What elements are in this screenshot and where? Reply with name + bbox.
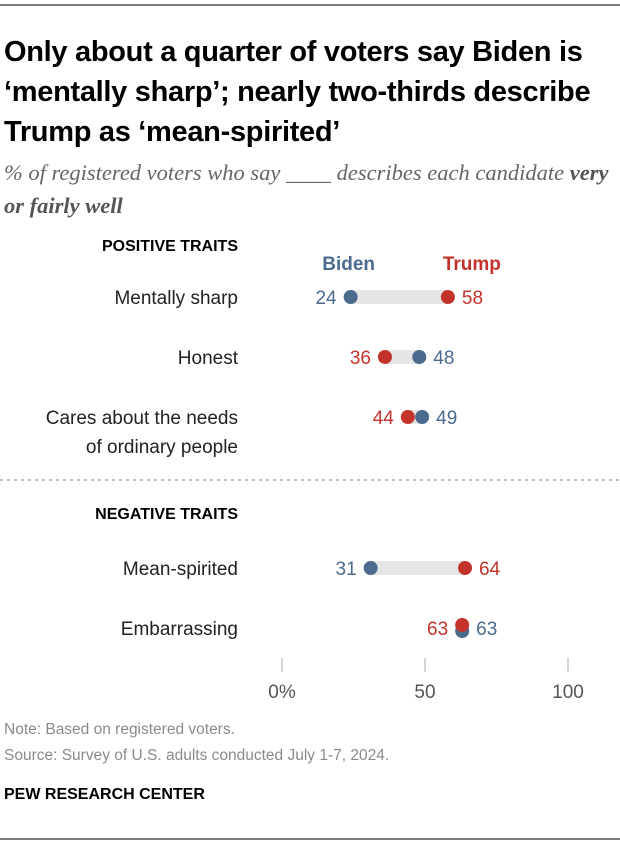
row-label: Embarrassing bbox=[121, 619, 238, 640]
source-text: Source: Survey of U.S. adults conducted … bbox=[4, 747, 390, 764]
trump-value-label: 44 bbox=[373, 408, 395, 429]
row-label: Cares about the needs bbox=[46, 408, 238, 429]
biden-value-label: 49 bbox=[436, 408, 457, 429]
biden-value-label: 48 bbox=[433, 348, 454, 369]
range-bar bbox=[350, 290, 448, 304]
x-tick-label: 100 bbox=[552, 682, 584, 703]
trump-value-label: 64 bbox=[479, 559, 501, 580]
trump-dot bbox=[440, 290, 455, 304]
range-bar bbox=[384, 350, 420, 364]
trump-value-label: 63 bbox=[427, 619, 448, 640]
biden-dot bbox=[415, 410, 430, 424]
range-bar bbox=[370, 561, 466, 575]
row-label: Mentally sharp bbox=[114, 288, 238, 309]
section-label: POSITIVE TRAITS bbox=[102, 238, 238, 255]
trump-value-label: 58 bbox=[462, 288, 483, 309]
section-label: NEGATIVE TRAITS bbox=[95, 506, 238, 523]
row-label: of ordinary people bbox=[86, 437, 238, 458]
bottom-rule bbox=[0, 838, 620, 840]
row-label: Honest bbox=[178, 348, 239, 369]
legend-biden: Biden bbox=[322, 254, 375, 275]
trump-dot bbox=[377, 350, 392, 364]
x-tick-label: 50 bbox=[414, 682, 435, 703]
brand-logo-text: PEW RESEARCH CENTER bbox=[4, 786, 205, 803]
biden-dot bbox=[363, 561, 378, 575]
trump-dot bbox=[400, 410, 415, 424]
note-text: Note: Based on registered voters. bbox=[4, 721, 235, 738]
chart-subtitle: % of registered voters who say ____ desc… bbox=[4, 156, 616, 222]
subtitle-plain: % of registered voters who say ____ desc… bbox=[4, 160, 570, 185]
top-rule bbox=[0, 4, 620, 6]
biden-value-label: 24 bbox=[315, 288, 337, 309]
biden-dot bbox=[343, 290, 358, 304]
biden-value-label: 63 bbox=[476, 619, 497, 640]
trump-dot bbox=[455, 618, 470, 632]
trump-value-label: 36 bbox=[350, 348, 371, 369]
legend-trump: Trump bbox=[443, 254, 501, 275]
biden-dot bbox=[412, 350, 427, 364]
chart-title: Only about a quarter of voters say Biden… bbox=[4, 36, 591, 148]
trump-dot bbox=[458, 561, 473, 575]
subtitle-bold: very or fairly well bbox=[4, 160, 609, 218]
x-tick-label: 0% bbox=[268, 682, 296, 703]
row-label: Mean-spirited bbox=[123, 559, 238, 580]
biden-value-label: 31 bbox=[336, 559, 357, 580]
